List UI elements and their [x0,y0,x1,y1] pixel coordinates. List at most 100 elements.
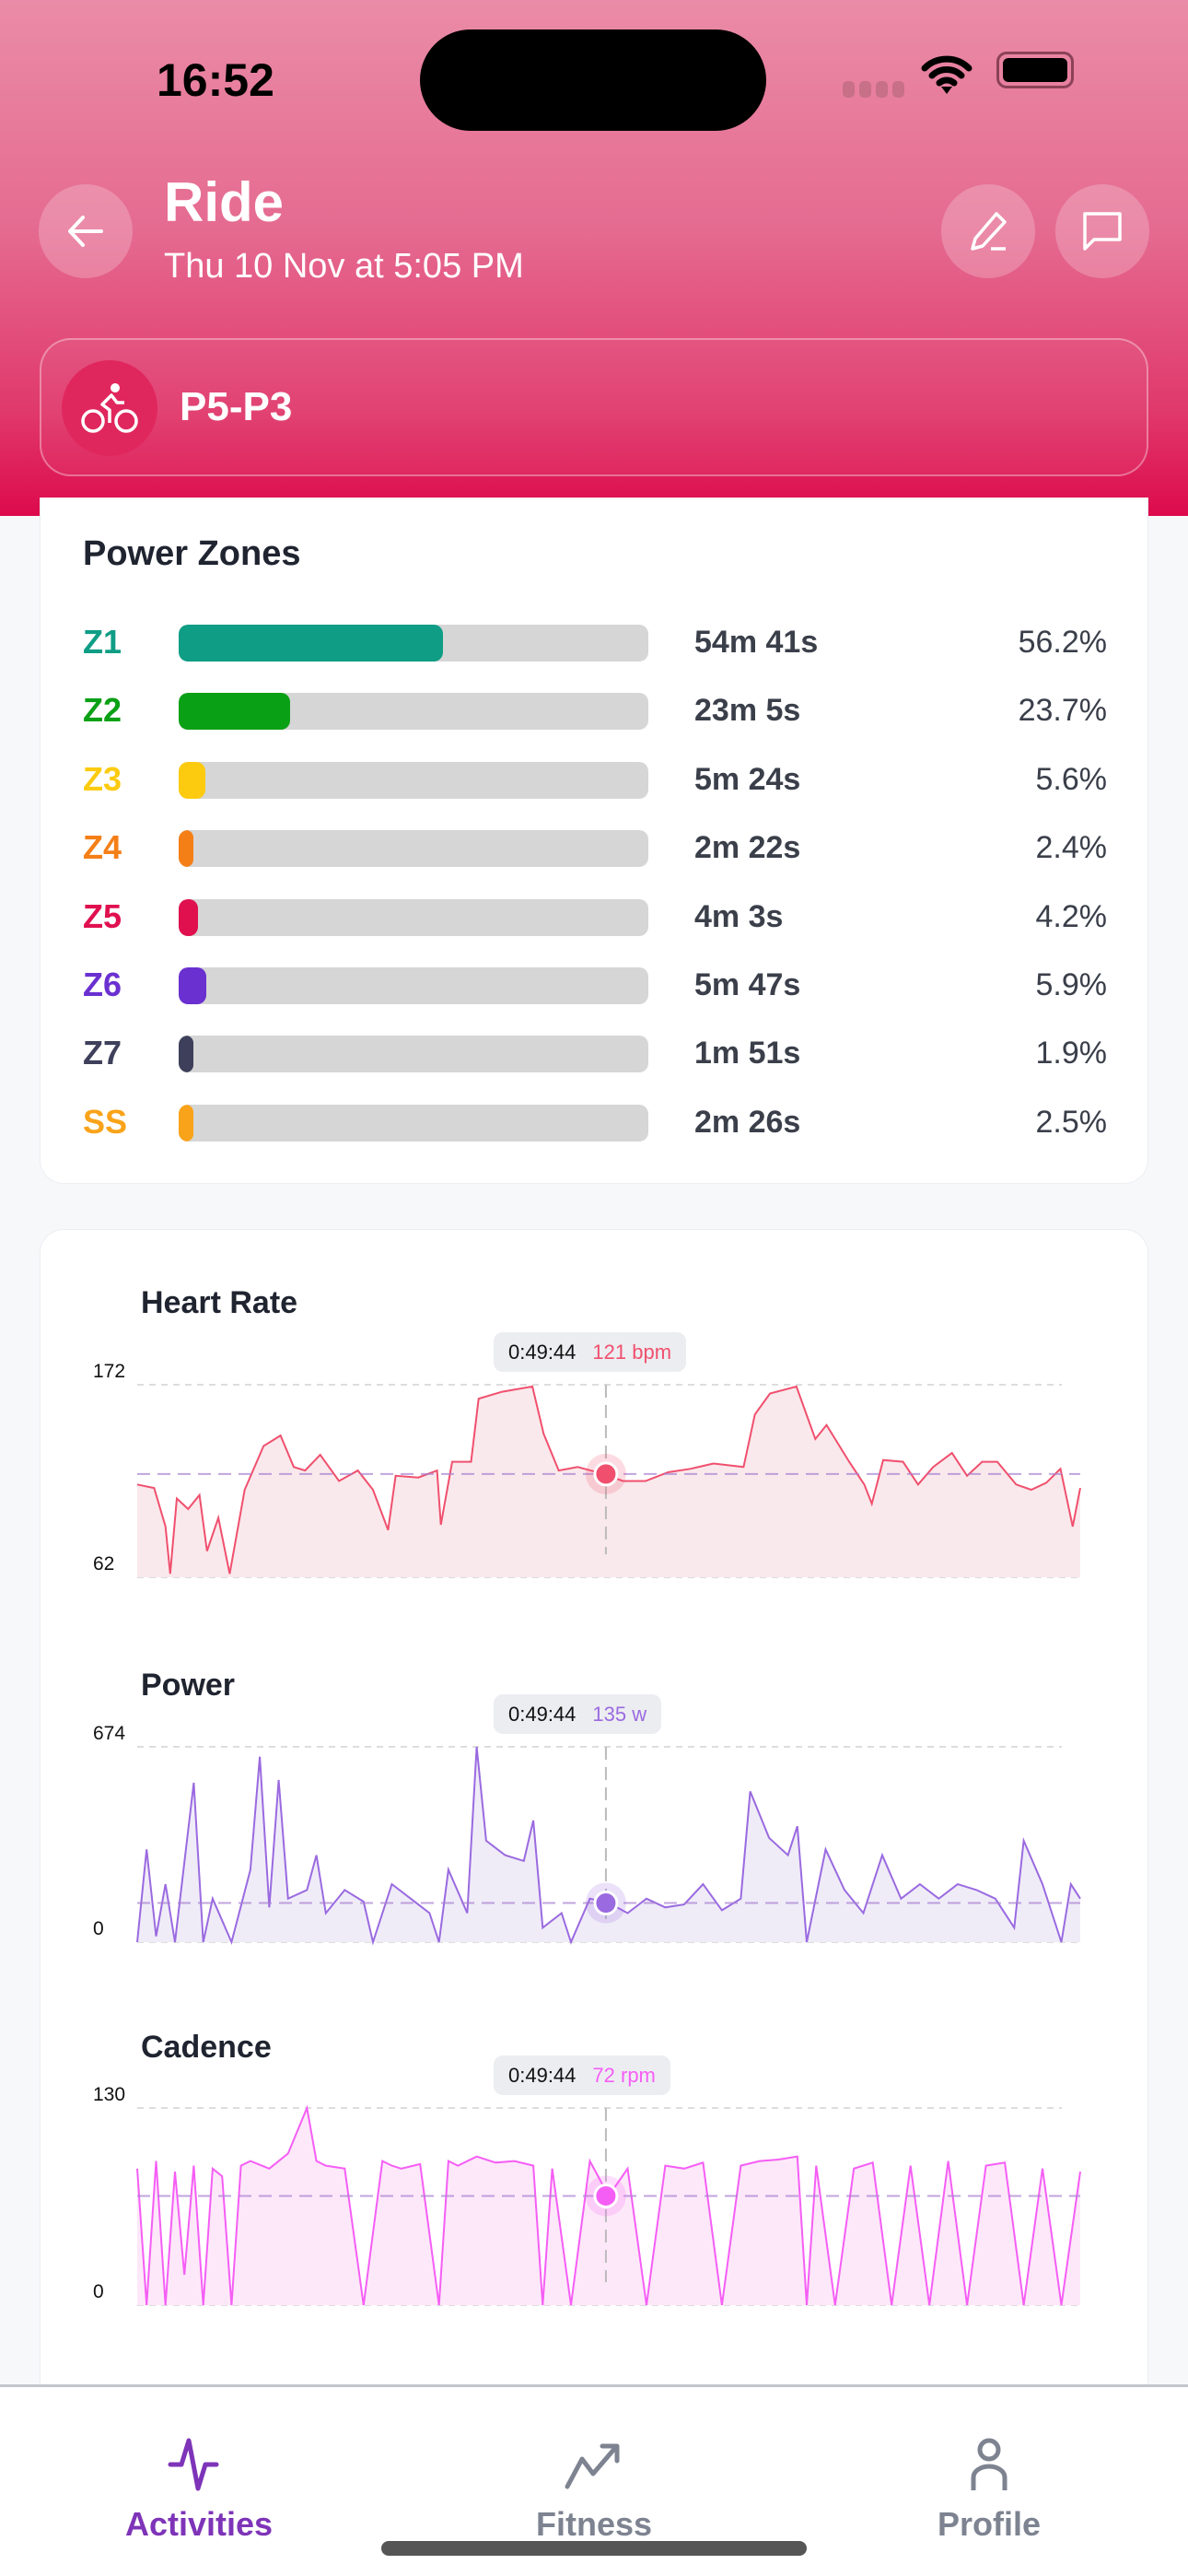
zone-label: Z3 [83,759,122,798]
zone-row-z4: Z4 2m 22s 2.4% [41,825,1149,871]
y-tick-label: 130 [93,2084,126,2105]
comment-button[interactable] [1055,184,1149,278]
series-line [136,2104,1081,2306]
y-tick-label: 62 [93,1553,115,1575]
chart-power[interactable] [41,1230,1149,1961]
chart-heart-rate[interactable] [41,1230,1149,1596]
series-area [137,1747,1080,1942]
zone-label: Z5 [83,896,122,935]
y-tick-label: 0 [93,1918,104,1939]
dynamic-island [420,29,766,131]
zone-label: Z6 [83,966,122,1003]
zone-time: 2m 26s [694,1104,801,1140]
zone-row-z3: Z3 5m 24s 5.6% [41,756,1149,802]
chart-cadence[interactable] [41,1230,1149,2324]
zone-bar [179,1104,648,1142]
tab-label: Profile [937,2505,1042,2543]
zone-time: 5m 24s [694,761,801,797]
zone-bar [179,967,648,1004]
zone-bar-fill [179,1104,194,1142]
zone-row-z7: Z7 1m 51s 1.9% [41,1030,1149,1076]
edit-button[interactable] [941,184,1035,278]
page-title: Ride [164,171,285,233]
zone-label: Z1 [83,623,122,661]
pencil-icon [971,212,1007,251]
zone-label: SS [83,1102,128,1141]
tooltip-value: 121 bpm [592,1340,672,1364]
chart-tooltip: 0:49:44 72 rpm [494,2055,670,2095]
zone-time: 54m 41s [694,625,819,660]
zone-percent: 4.2% [1035,898,1108,934]
comment-icon [1083,212,1122,251]
zone-label: Z2 [83,691,122,730]
battery-icon [996,52,1074,88]
bicycle-icon [81,383,138,433]
tab-activities[interactable]: Activities [61,2387,337,2544]
zone-bar-fill [179,761,205,799]
zone-row-z2: Z2 23m 5s 23.7% [41,687,1149,733]
tab-label: Activities [124,2505,274,2543]
zone-percent: 56.2% [1018,625,1107,660]
zone-bar-fill [179,625,443,662]
zone-row-z6: Z6 5m 47s 5.9% [41,962,1149,1008]
zone-bar [179,898,648,936]
zone-time: 1m 51s [694,1036,801,1071]
chart-tooltip: 0:49:44 121 bpm [494,1332,687,1372]
zone-bar [179,625,648,662]
zone-percent: 2.5% [1035,1104,1108,1140]
wifi-icon [921,55,973,94]
zone-time: 4m 3s [694,898,784,934]
zone-bar [179,1036,648,1073]
zone-row-ss: SS 2m 26s 2.5% [41,1099,1149,1145]
zone-bar-fill [179,1036,194,1073]
series-line [136,1746,1081,1946]
chart-title: Heart Rate [141,1285,298,1320]
zone-bar [179,761,648,799]
zone-bar [179,693,648,731]
zone-label: Z4 [83,828,122,867]
zone-time: 5m 47s [694,967,801,1002]
signal-icon [843,81,904,98]
back-arrow-icon [68,216,103,247]
user-icon [971,2438,1007,2490]
activity-date: Thu 10 Nov at 5:05 PM [164,247,524,286]
cursor-point [593,2183,619,2208]
tooltip-time: 0:49:44 [508,2063,577,2087]
zone-bar [179,830,648,868]
series-line [136,1385,1081,1575]
tooltip-value: 72 rpm [592,2063,656,2087]
y-tick-label: 674 [93,1723,126,1744]
zone-time: 2m 22s [694,830,801,866]
chart-tooltip: 0:49:44 135 w [494,1694,662,1734]
tab-profile[interactable]: Profile [851,2387,1127,2544]
power-zones-title: Power Zones [83,534,301,573]
tooltip-time: 0:49:44 [508,1702,577,1726]
zone-row-z5: Z5 4m 3s 4.2% [41,894,1149,940]
status-time: 16:52 [157,54,274,106]
zone-bar-fill [179,967,207,1004]
chart-title: Power [141,1668,236,1703]
activity-type-badge [62,360,157,456]
zone-percent: 5.9% [1035,967,1108,1002]
cursor-point [593,1461,619,1487]
cursor-point [593,1891,619,1916]
zone-percent: 5.6% [1035,761,1108,797]
tooltip-value: 135 w [592,1702,647,1726]
activity-pulse-icon [168,2438,219,2491]
tab-label: Fitness [535,2505,653,2543]
zone-bar-fill [179,693,290,731]
y-tick-label: 172 [93,1361,126,1382]
zone-percent: 23.7% [1018,693,1107,729]
tab-fitness[interactable]: Fitness [456,2387,732,2544]
trending-up-icon [565,2443,620,2489]
activity-card[interactable]: P5-P3 [40,338,1148,476]
chart-title: Cadence [141,2030,272,2065]
activity-name: P5-P3 [180,384,293,429]
zone-percent: 1.9% [1035,1036,1108,1071]
charts-card: Heart Rate 0:49:44 121 bpm 172 62 Power 0:49:4… [40,1229,1148,2519]
zone-row-z1: Z1 54m 41s 56.2% [41,619,1149,665]
tooltip-time: 0:49:44 [508,1340,577,1364]
power-zones-card: Power Zones Z1 54m 41s 56.2% Z2 23m 5s 23… [40,498,1148,1184]
back-button[interactable] [39,184,133,278]
zone-percent: 2.4% [1035,830,1108,866]
